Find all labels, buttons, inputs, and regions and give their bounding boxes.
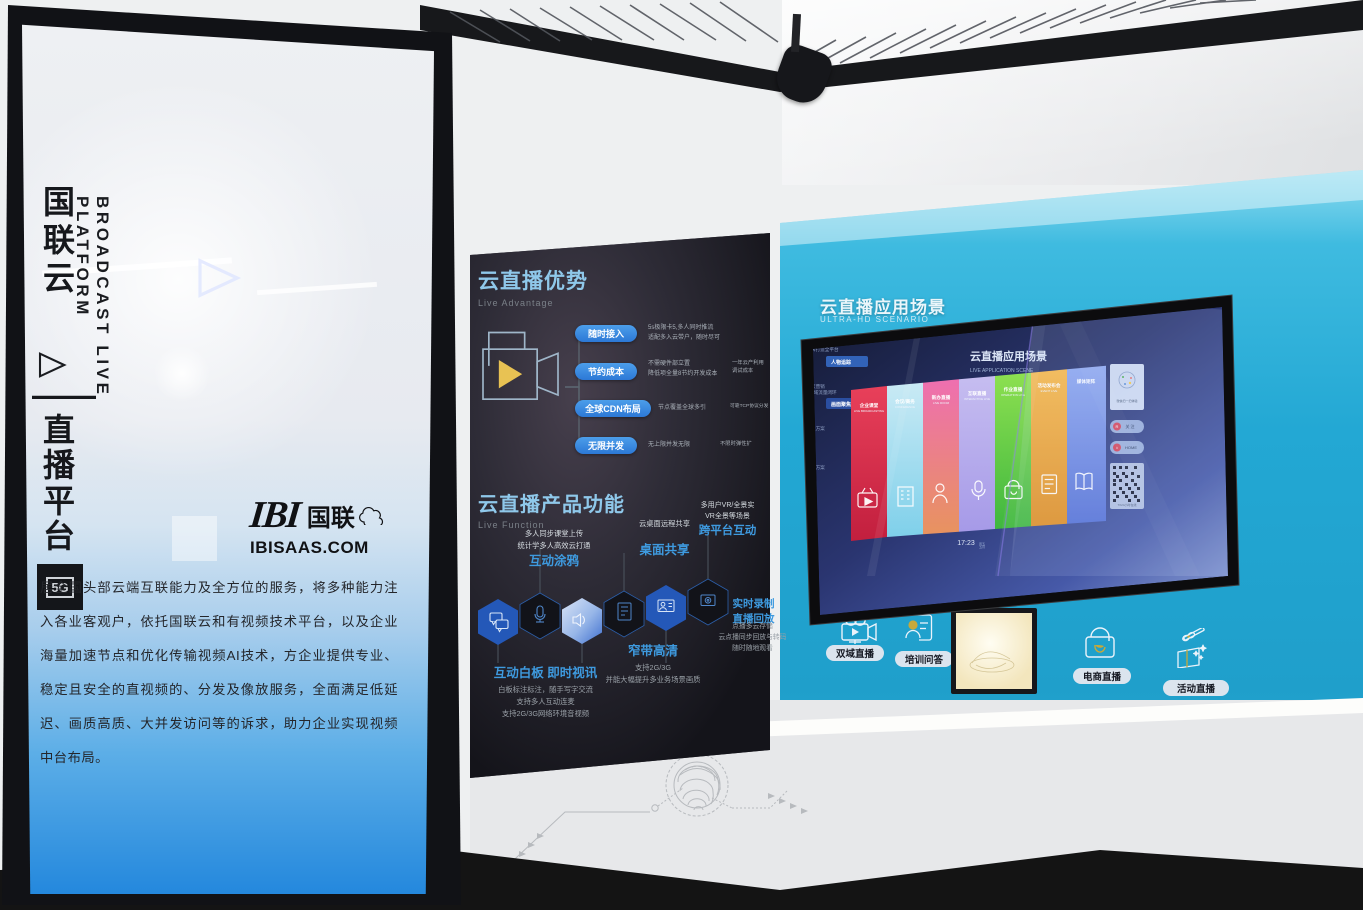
svg-text:LIVE ROOM: LIVE ROOM	[933, 401, 950, 405]
svg-text:OPERATION LIVE: OPERATION LIVE	[1001, 393, 1025, 397]
svg-text:视频中台建设方案: 视频中台建设方案	[788, 464, 825, 471]
svg-text:新办直播: 新办直播	[932, 394, 951, 401]
svg-text:INTERACTIVE LIVE: INTERACTIVE LIVE	[964, 397, 990, 401]
svg-text:企业视频品牌打造全平台: 企业视频品牌打造全平台	[788, 346, 839, 353]
svg-text:周五五月: 周五五月	[979, 541, 985, 549]
svg-text:作业直播: 作业直播	[1004, 386, 1023, 393]
svg-text:17:23: 17:23	[957, 540, 975, 547]
svg-text:人物追踪: 人物追踪	[830, 359, 851, 366]
svg-text:视频中台建设方案: 视频中台建设方案	[788, 425, 825, 432]
svg-text:画面聚焦: 画面聚焦	[831, 401, 851, 408]
svg-text:LIVE BROADCASTING: LIVE BROADCASTING	[854, 409, 885, 413]
svg-text:LIVE APPLICATION SCENE: LIVE APPLICATION SCENE	[970, 368, 1034, 374]
svg-text:企业课堂: 企业课堂	[859, 402, 879, 409]
svg-text:云直播介绍以及场景: 云直播介绍以及场景	[788, 340, 830, 347]
svg-text:双域直播二次营销: 双域直播二次营销	[788, 383, 825, 390]
svg-text:互联直播: 互联直播	[968, 390, 987, 397]
svg-text:双域直播+私域流量闭环: 双域直播+私域流量闭环	[788, 389, 837, 396]
